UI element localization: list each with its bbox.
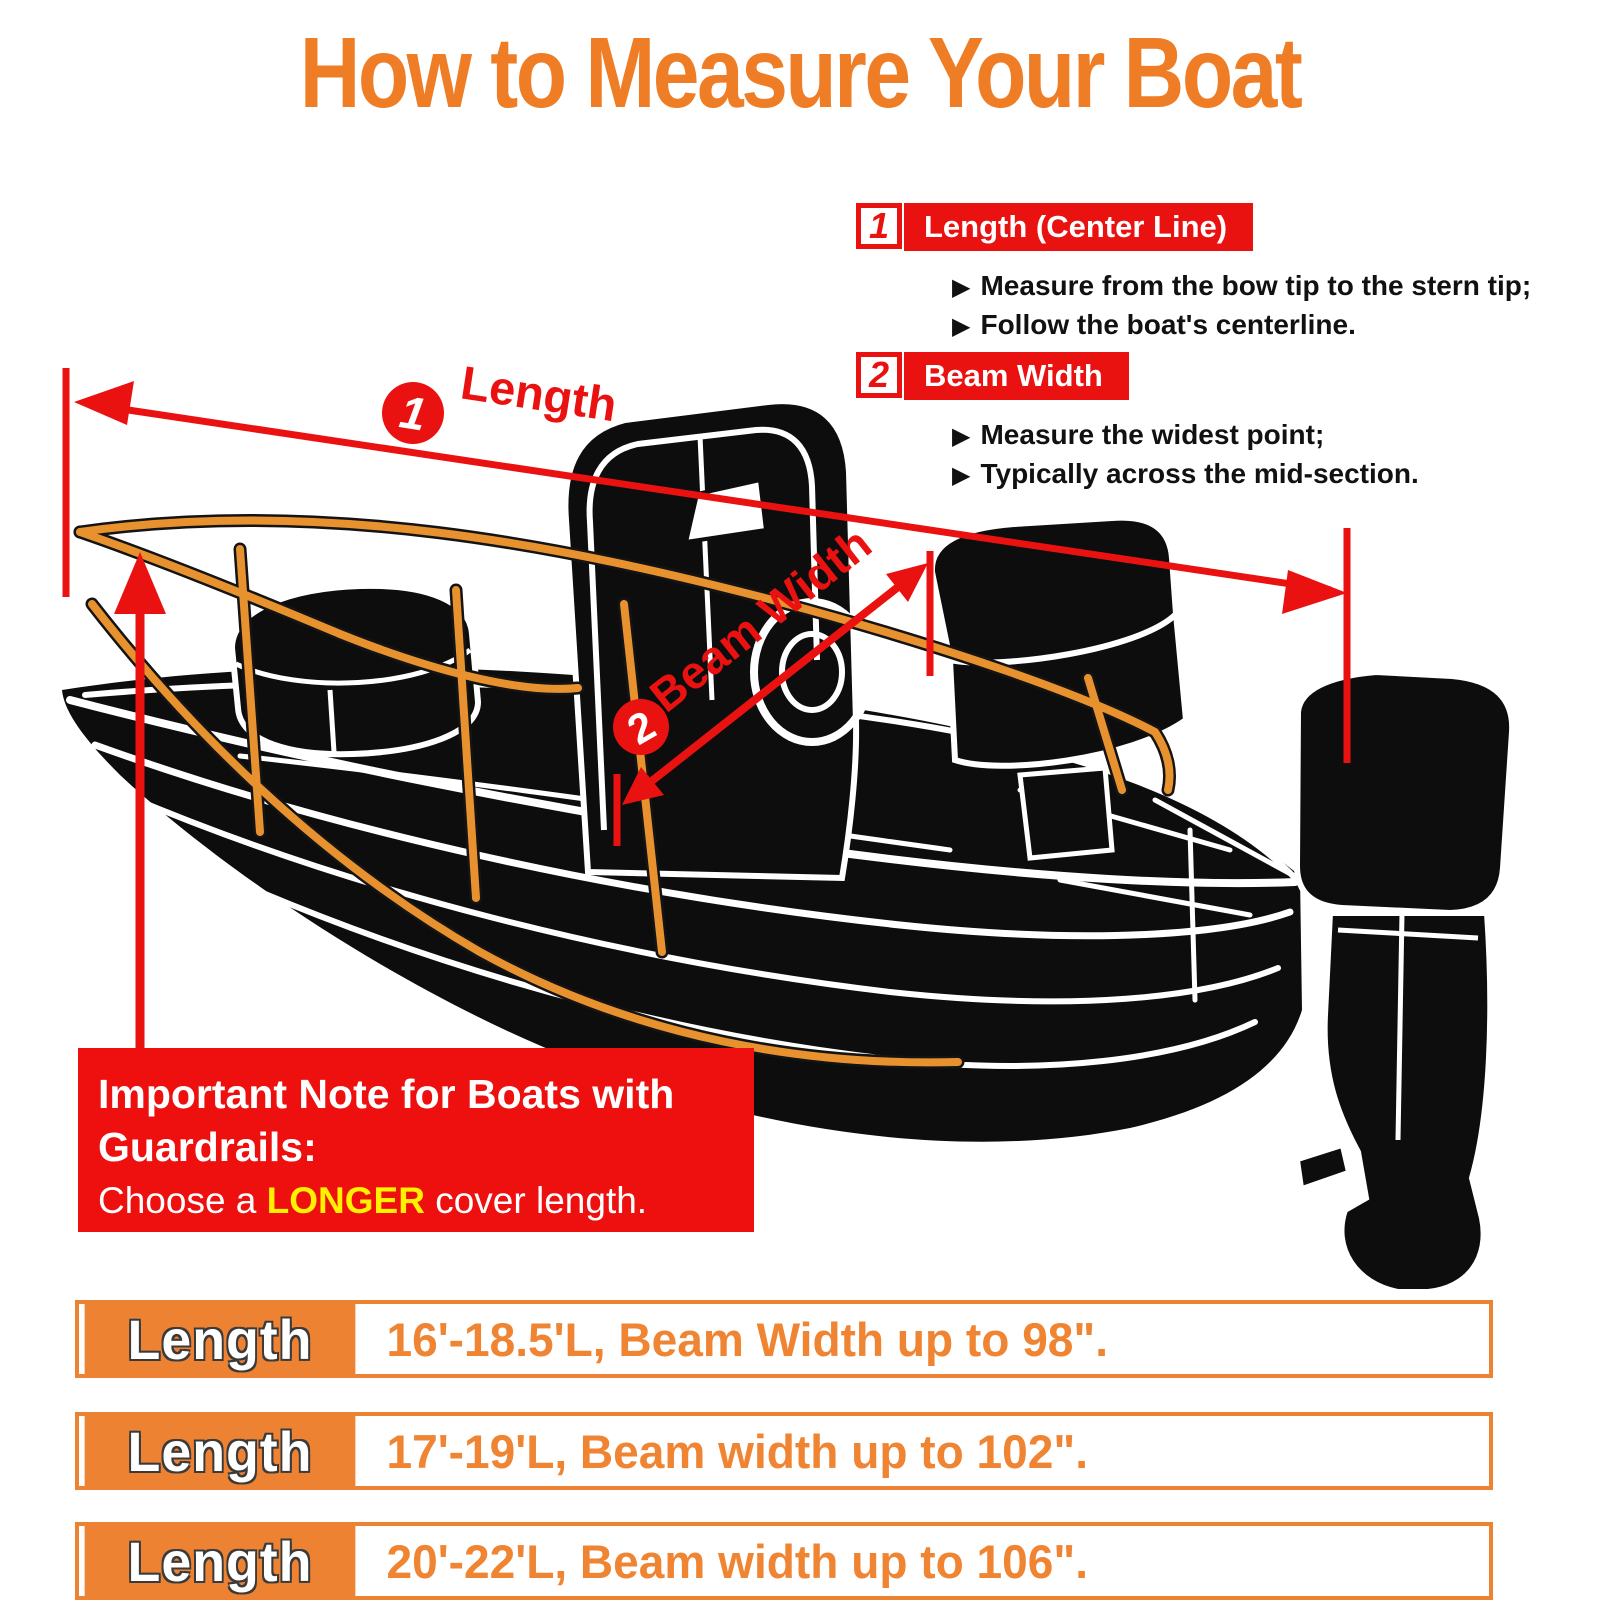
size-row-1-label: Length xyxy=(84,1304,356,1374)
outboard-motor xyxy=(1293,668,1516,1295)
beam-arrow-line xyxy=(645,572,915,788)
step1-bullet-1-text: Measure from the bow tip to the stern ti… xyxy=(980,270,1532,301)
size-row-2-value: 17'-19'L, Beam width up to 102". xyxy=(386,1424,1089,1478)
step1-number-badge: 1 xyxy=(856,203,902,249)
note-body: Choose a LONGER cover length. xyxy=(98,1180,730,1222)
step-beam-width: 2 Beam Width ▶ Measure the widest point;… xyxy=(856,352,1419,494)
boat-illustration xyxy=(62,398,1516,1295)
console-windshield xyxy=(586,426,820,831)
size-table-row-1: Length 16'-18.5'L, Beam Width up to 98". xyxy=(75,1300,1493,1378)
bullet-arrow-icon: ▶ xyxy=(952,312,971,340)
steering-wheel xyxy=(750,598,874,746)
bullet-arrow-icon: ▶ xyxy=(952,461,971,489)
note-body-suffix: cover length. xyxy=(424,1180,648,1221)
beam-number-badge xyxy=(613,699,669,755)
note-body-prefix: Choose a xyxy=(98,1180,267,1221)
length-arrow-label: Length xyxy=(458,355,621,431)
note-heading-line2: Guardrails: xyxy=(98,1124,317,1170)
step1-heading: Length (Center Line) xyxy=(904,203,1254,251)
step1-bullet-2-text: Follow the boat's centerline. xyxy=(980,309,1356,340)
size-row-3-value: 20'-22'L, Beam width up to 106". xyxy=(386,1534,1089,1588)
size-row-2-label: Length xyxy=(84,1416,356,1486)
beam-arrowhead-lower xyxy=(622,767,664,805)
boat-hull xyxy=(62,667,1302,1142)
step2-heading: Beam Width xyxy=(904,352,1129,400)
step2-bullet-2-text: Typically across the mid-section. xyxy=(980,458,1419,489)
bow-seat-box xyxy=(228,582,482,758)
step2-bullet-1-text: Measure the widest point; xyxy=(980,419,1325,450)
step1-bullet-1: ▶ Measure from the bow tip to the stern … xyxy=(952,267,1531,306)
size-row-1-value: 16'-18.5'L, Beam Width up to 98". xyxy=(386,1312,1109,1366)
bullet-arrow-icon: ▶ xyxy=(952,273,971,301)
step2-bullet-2: ▶ Typically across the mid-section. xyxy=(952,455,1419,494)
note-heading-line1: Important Note for Boats with xyxy=(98,1071,675,1117)
note-body-highlight: LONGER xyxy=(266,1180,425,1221)
step-length: 1 Length (Center Line) ▶ Measure from th… xyxy=(856,203,1531,345)
beam-arrowhead-upper xyxy=(886,563,928,602)
bow-seat-seams xyxy=(234,648,472,753)
bullet-arrow-icon: ▶ xyxy=(952,422,971,450)
step1-bullet-2: ▶ Follow the boat's centerline. xyxy=(952,306,1531,345)
length-arrowhead-left xyxy=(74,381,134,425)
size-table-row-2: Length 17'-19'L, Beam width up to 102". xyxy=(75,1412,1493,1490)
important-note-box: Important Note for Boats with Guardrails… xyxy=(78,1048,754,1232)
length-arrow-line xyxy=(87,400,1332,594)
step2-bullet-1: ▶ Measure the widest point; xyxy=(952,416,1419,455)
page-title: How to Measure Your Boat xyxy=(299,17,1303,129)
guardrails xyxy=(73,513,1176,1069)
size-table-row-3: Length 20'-22'L, Beam width up to 106". xyxy=(75,1522,1493,1600)
size-row-3-label: Length xyxy=(84,1526,356,1596)
guardrail-pointer-head xyxy=(114,552,166,614)
length-number-badge xyxy=(382,382,444,444)
length-arrowhead-right xyxy=(1282,570,1347,614)
step2-number-badge: 2 xyxy=(856,352,902,398)
